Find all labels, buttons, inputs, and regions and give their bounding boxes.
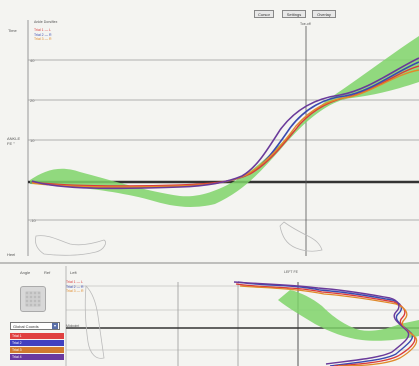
panel-label-angle: Angle [20, 270, 31, 275]
bottom-curve-purple [233, 281, 410, 365]
y-tick: 40 [30, 58, 35, 63]
trial-curve-orange [31, 69, 419, 188]
legend-item: Trial 2 — R [66, 284, 84, 289]
trial-color-list: Trial 1 Trial 2 Trial 3 Trial 4 [10, 333, 64, 361]
toolbar-button-cursor[interactable]: Cursor [254, 10, 274, 18]
top-angle-chart[interactable]: 40 20 10 0 -10 [0, 0, 419, 262]
legend-item: Trial 3 — R [66, 289, 84, 293]
legend-item: Trial 3 — R [34, 37, 52, 41]
y-tick: 0 [30, 180, 33, 185]
toolbar-button-overlay[interactable]: Overlay [312, 10, 336, 18]
bottom-curve-red [235, 283, 416, 366]
heel-label: Heel [7, 252, 16, 257]
coords-dropdown[interactable]: Global Coords ▾ [10, 322, 60, 330]
legend-item: Trial 2 — R [34, 32, 52, 37]
chevron-down-icon[interactable]: ▾ [52, 323, 58, 329]
panel-label-ref: Ref [44, 270, 51, 275]
orientation-cube[interactable] [20, 286, 46, 312]
panel-center-label: LEFT FE [284, 270, 298, 274]
toolbar-button-settings[interactable]: Settings [282, 10, 306, 18]
bottom-panel: Angle Ref Left LEFT FE Midpoint Trial 1 … [0, 262, 419, 366]
y-tick: 20 [30, 98, 35, 103]
bottom-normative-band [278, 290, 419, 341]
coords-dropdown-value: Global Coords [13, 324, 39, 329]
y-tick: -10 [30, 218, 37, 223]
time-label: Time [8, 28, 17, 33]
bottom-foot-outline [84, 285, 105, 359]
trial-curve-purple [31, 57, 419, 190]
bottom-legend: Trial 1 — L Trial 2 — R Trial 3 — R [66, 280, 88, 294]
y-tick-labels: 40 20 10 0 -10 [30, 58, 37, 223]
top-legend: Trial 1 — L Trial 2 — R Trial 3 — R [34, 28, 56, 42]
foot-outline-left [35, 235, 106, 256]
trial-row[interactable]: Trial 3 [10, 347, 64, 353]
trial-row[interactable]: Trial 4 [10, 354, 64, 360]
gridlines [28, 59, 419, 221]
panel-label-left: Left [70, 270, 77, 275]
trial-row[interactable]: Trial 1 [10, 333, 64, 339]
midpoint-label: Midpoint [66, 324, 80, 328]
bottom-curve-orange [239, 285, 418, 366]
bottom-chart[interactable] [0, 262, 419, 366]
foot-outline-right [279, 221, 323, 252]
cube-face [25, 291, 41, 307]
legend-item: Trial 1 — L [34, 28, 51, 32]
event-label: Toe-off [300, 22, 311, 26]
y-tick: 10 [30, 138, 35, 143]
y-axis-label: ANKLE FE ° [7, 136, 21, 146]
trial-row[interactable]: Trial 2 [10, 340, 64, 346]
legend-item: Trial 1 — L [66, 280, 83, 284]
bottom-curve-blue [237, 281, 414, 366]
chart-title: Ankle Dorsiflex [34, 20, 58, 24]
